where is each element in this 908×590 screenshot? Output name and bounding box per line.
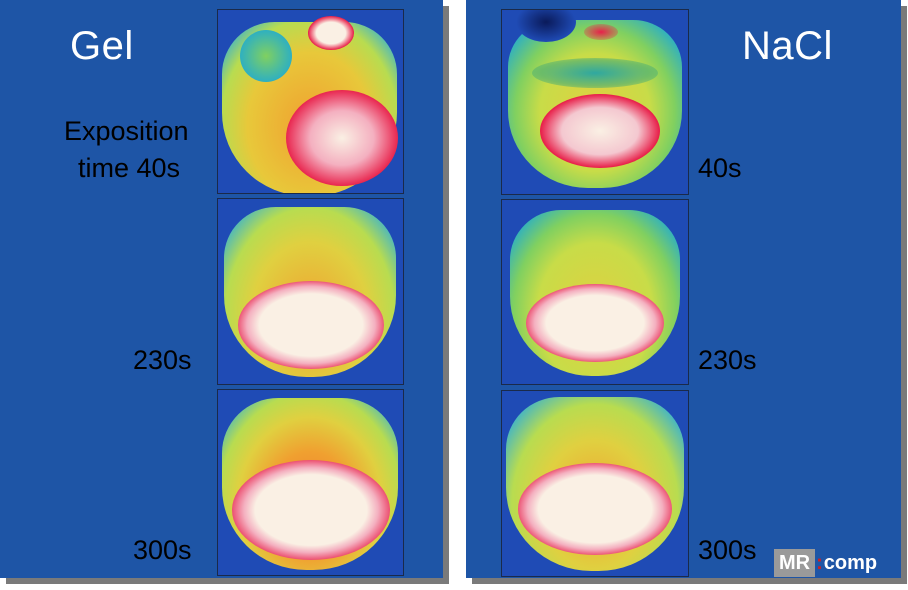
time-300s-label: 300s	[698, 535, 757, 565]
nacl-title: NaCl	[742, 24, 833, 68]
gel-thermal-image-300s	[217, 389, 404, 576]
nacl-panel: NaCl 40s 230s 300s MR : comp	[466, 0, 901, 578]
time-300s-label: 300s	[133, 535, 192, 565]
gel-panel: Gel Exposition time 40s 230s 300s	[0, 0, 443, 578]
logo-colon-text: :	[816, 551, 823, 574]
logo-comp-text: comp	[823, 551, 878, 574]
nacl-thermal-image-230s	[501, 199, 689, 385]
time-230s-label: 230s	[698, 345, 757, 375]
mrcomp-logo: MR : comp	[774, 548, 877, 578]
gel-thermal-image-230s	[217, 198, 404, 385]
nacl-thermal-image-300s	[501, 390, 689, 577]
time-40s-label: time 40s	[78, 153, 181, 183]
time-40s-label: 40s	[698, 153, 742, 183]
logo-mr-text: MR	[774, 549, 816, 577]
exposition-label: Exposition	[64, 116, 189, 146]
gel-thermal-image-40s	[217, 9, 404, 194]
nacl-thermal-image-40s	[501, 9, 689, 195]
time-230s-label: 230s	[133, 345, 192, 375]
gel-title: Gel	[70, 24, 134, 68]
